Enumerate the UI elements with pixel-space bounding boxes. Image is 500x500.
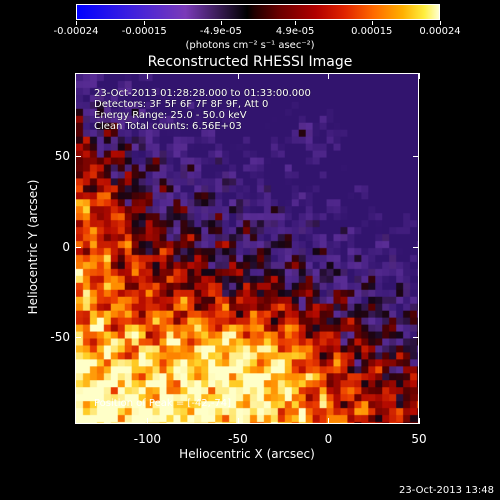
x-tick-label: -100 (133, 432, 162, 446)
rhessi-image-plot: 23-Oct-2013 01:28:28.000 to 01:33:00.000… (75, 73, 419, 424)
y-tick-right (413, 246, 419, 248)
x-tick-top (419, 73, 420, 79)
y-tick-label: -50 (50, 330, 70, 345)
colorbar-tick (144, 21, 146, 25)
colorbar-tick (440, 21, 441, 25)
x-tick (419, 418, 420, 424)
y-axis-label: Heliocentric Y (arcsec) (26, 179, 40, 315)
x-tick-top (237, 73, 239, 79)
colorbar-tick (371, 21, 373, 25)
info-clean-counts: Clean Total counts: 6.56E+03 (94, 121, 242, 132)
y-tick (75, 246, 81, 248)
colorbar-tick-label: -0.00015 (121, 26, 167, 37)
plot-timestamp: 23-Oct-2013 13:48 (399, 485, 494, 496)
colorbar-tick-label: 0.00024 (419, 26, 461, 37)
x-axis-label: Heliocentric X (arcsec) (179, 447, 315, 461)
y-tick-label: 0 (62, 239, 70, 254)
x-tick (328, 418, 330, 424)
colorbar (76, 4, 440, 20)
y-tick (75, 156, 81, 158)
info-energy-range: Energy Range: 25.0 - 50.0 keV (94, 110, 247, 121)
x-tick-top (328, 73, 330, 79)
x-tick (237, 418, 239, 424)
colorbar-tick (220, 21, 222, 25)
colorbar-tick-label: 0.00015 (351, 26, 393, 37)
y-tick-right (413, 337, 419, 339)
y-tick-label: 50 (54, 149, 70, 164)
colorbar-tick (295, 21, 297, 25)
x-tick-label: -50 (228, 432, 248, 446)
colorbar-tick-label: 4.9e-05 (275, 26, 315, 37)
image-title: Reconstructed RHESSI Image (147, 54, 353, 70)
rhessi-image-map (76, 74, 418, 423)
colorbar-tick (76, 21, 77, 25)
x-tick-label: 50 (411, 432, 427, 446)
y-tick (75, 337, 81, 339)
colorbar-tick-label: -0.00024 (53, 26, 99, 37)
colorbar-units: (photons cm⁻² s⁻¹ asec⁻²) (185, 40, 315, 51)
colorbar-tick-label: -4.9e-05 (199, 26, 242, 37)
info-time-range: 23-Oct-2013 01:28:28.000 to 01:33:00.000 (94, 88, 311, 99)
y-tick-right (413, 156, 419, 158)
x-tick-label: 0 (324, 432, 333, 446)
x-tick (147, 418, 149, 424)
info-detectors: Detectors: 3F 5F 6F 7F 8F 9F, Att 0 (94, 99, 269, 110)
x-tick-top (147, 73, 149, 79)
peak-position: Position of Peak = [-42,-74] (94, 398, 232, 409)
